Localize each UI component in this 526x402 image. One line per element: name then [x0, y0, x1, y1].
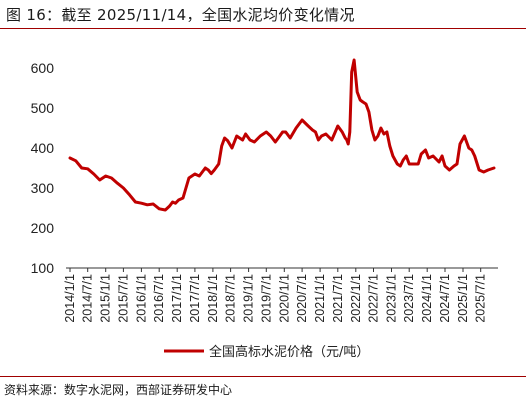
- y-tick-label: 400: [31, 140, 55, 156]
- x-tick-label: 2018/1/1: [206, 274, 220, 323]
- x-tick-label: 2023/7/1: [402, 274, 416, 323]
- x-tick-label: 2017/1/1: [170, 274, 184, 323]
- top-rule: [0, 28, 526, 29]
- x-tick-label: 2016/1/1: [134, 274, 148, 323]
- x-tick-label: 2017/7/1: [188, 274, 202, 323]
- figure-title: 图 16：截至 2025/11/14，全国水泥均价变化情况: [6, 6, 355, 24]
- x-tick-label: 2025/1/1: [456, 274, 470, 323]
- x-tick-label: 2022/1/1: [349, 274, 363, 323]
- bottom-rule: [0, 376, 526, 377]
- y-tick-label: 600: [31, 60, 55, 76]
- x-tick-label: 2024/1/1: [420, 274, 434, 323]
- x-tick-label: 2023/1/1: [384, 274, 398, 323]
- x-tick-label: 2015/1/1: [99, 274, 113, 323]
- x-tick-label: 2015/7/1: [116, 274, 130, 323]
- x-tick-label: 2016/7/1: [152, 274, 166, 323]
- x-tick-label: 2022/7/1: [366, 274, 380, 323]
- x-tick-label: 2018/7/1: [224, 274, 238, 323]
- x-tick-label: 2024/7/1: [438, 274, 452, 323]
- legend: 全国高标水泥价格（元/吨）: [164, 344, 369, 360]
- x-tick-label: 2020/1/1: [277, 274, 291, 323]
- x-tick-label: 2020/7/1: [295, 274, 309, 323]
- y-tick-label: 100: [31, 260, 55, 276]
- y-tick-label: 500: [31, 100, 55, 116]
- x-tick-label: 2014/7/1: [81, 274, 95, 323]
- legend-label: 全国高标水泥价格（元/吨）: [209, 344, 369, 360]
- x-tick-label: 2021/7/1: [331, 274, 345, 323]
- x-tick-label: 2021/1/1: [313, 274, 327, 323]
- x-tick-label: 2014/1/1: [63, 274, 77, 323]
- x-axis: 2014/1/1 2014/7/1 2015/1/1 2015/7/1 2016/1/1…: [63, 268, 488, 323]
- x-tick-label: 2025/7/1: [474, 274, 488, 323]
- source-note: 资料来源：数字水泥网，西部证券研发中心: [4, 383, 233, 397]
- y-axis: 100 200 300 400 500 600: [31, 60, 55, 276]
- x-tick-label: 2019/7/1: [259, 274, 273, 323]
- x-tick-label: 2019/1/1: [242, 274, 256, 323]
- y-tick-label: 300: [31, 180, 55, 196]
- y-tick-label: 200: [31, 220, 55, 236]
- series-line-national-price: [68, 58, 496, 212]
